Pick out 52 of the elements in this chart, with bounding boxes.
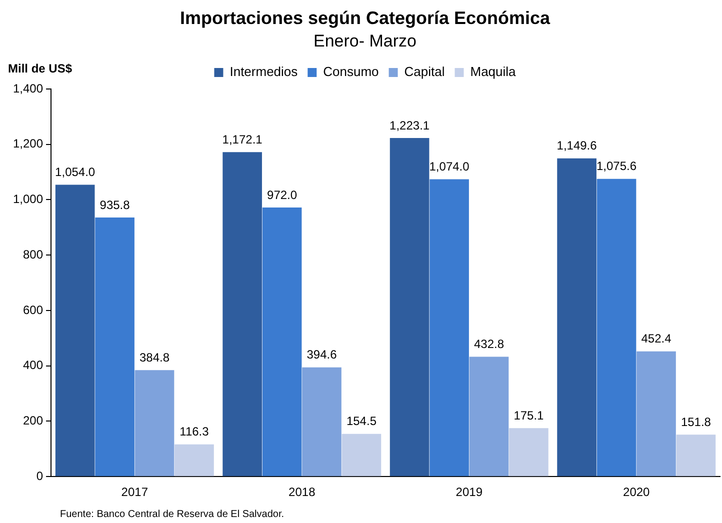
chart-subtitle: Enero- Marzo — [314, 31, 416, 50]
legend-label: Consumo — [323, 64, 379, 80]
bar — [342, 434, 382, 476]
y-axis-title: Mill de US$ — [8, 61, 72, 76]
y-tick-label: 0 — [36, 468, 44, 483]
bar — [509, 428, 548, 476]
bar — [262, 207, 302, 476]
data-label: 432.8 — [474, 337, 504, 352]
y-tick-label: 200 — [23, 414, 44, 428]
bar — [302, 367, 342, 476]
data-label: 972.0 — [267, 188, 298, 202]
data-label: 1,075.6 — [596, 159, 637, 174]
x-tick-label: 2018 — [288, 485, 316, 500]
y-tick-label: 1,400 — [13, 81, 44, 96]
data-label: 1,054.0 — [55, 165, 96, 180]
bar — [95, 218, 134, 476]
data-label: 1,149.6 — [556, 138, 598, 153]
y-tick-label: 600 — [23, 302, 44, 317]
bar — [596, 178, 636, 476]
y-tick-label: 800 — [23, 247, 44, 262]
data-label: 1,172.1 — [222, 132, 263, 146]
x-tick-label: 2019 — [456, 485, 483, 500]
bar — [390, 138, 430, 476]
y-tick-label: 1,000 — [13, 192, 44, 206]
data-label: 116.3 — [180, 424, 210, 439]
legend-label: Maquila — [470, 64, 517, 80]
data-label: 151.8 — [680, 414, 712, 429]
x-tick-label: 2020 — [623, 485, 650, 500]
bar — [636, 351, 676, 476]
source-note: Fuente: Banco Central de Reserva de El Salvador. — [60, 508, 284, 520]
data-label: 394.6 — [306, 348, 338, 362]
x-tick-label: 2017 — [121, 485, 148, 500]
y-tick-label: 400 — [23, 358, 44, 372]
chart-title: Importaciones según Categoría Económica — [180, 8, 552, 28]
data-label: 1,223.1 — [390, 118, 430, 132]
bar — [430, 179, 469, 476]
data-label: 384.8 — [139, 350, 170, 364]
data-label: 1,074.0 — [429, 160, 470, 174]
y-tick-label: 1,200 — [13, 136, 44, 151]
legend-label: Capital — [404, 64, 445, 80]
data-label: 154.5 — [346, 414, 377, 428]
bar — [469, 356, 509, 476]
legend-label: Intermedios — [230, 64, 298, 80]
bar — [174, 444, 214, 476]
data-label: 452.4 — [641, 332, 672, 346]
bar — [676, 434, 716, 476]
bar — [557, 158, 596, 476]
data-label: 175.1 — [514, 408, 544, 422]
data-label: 935.8 — [100, 198, 130, 212]
bar — [55, 184, 95, 476]
bar — [222, 152, 262, 476]
bar — [134, 370, 174, 476]
